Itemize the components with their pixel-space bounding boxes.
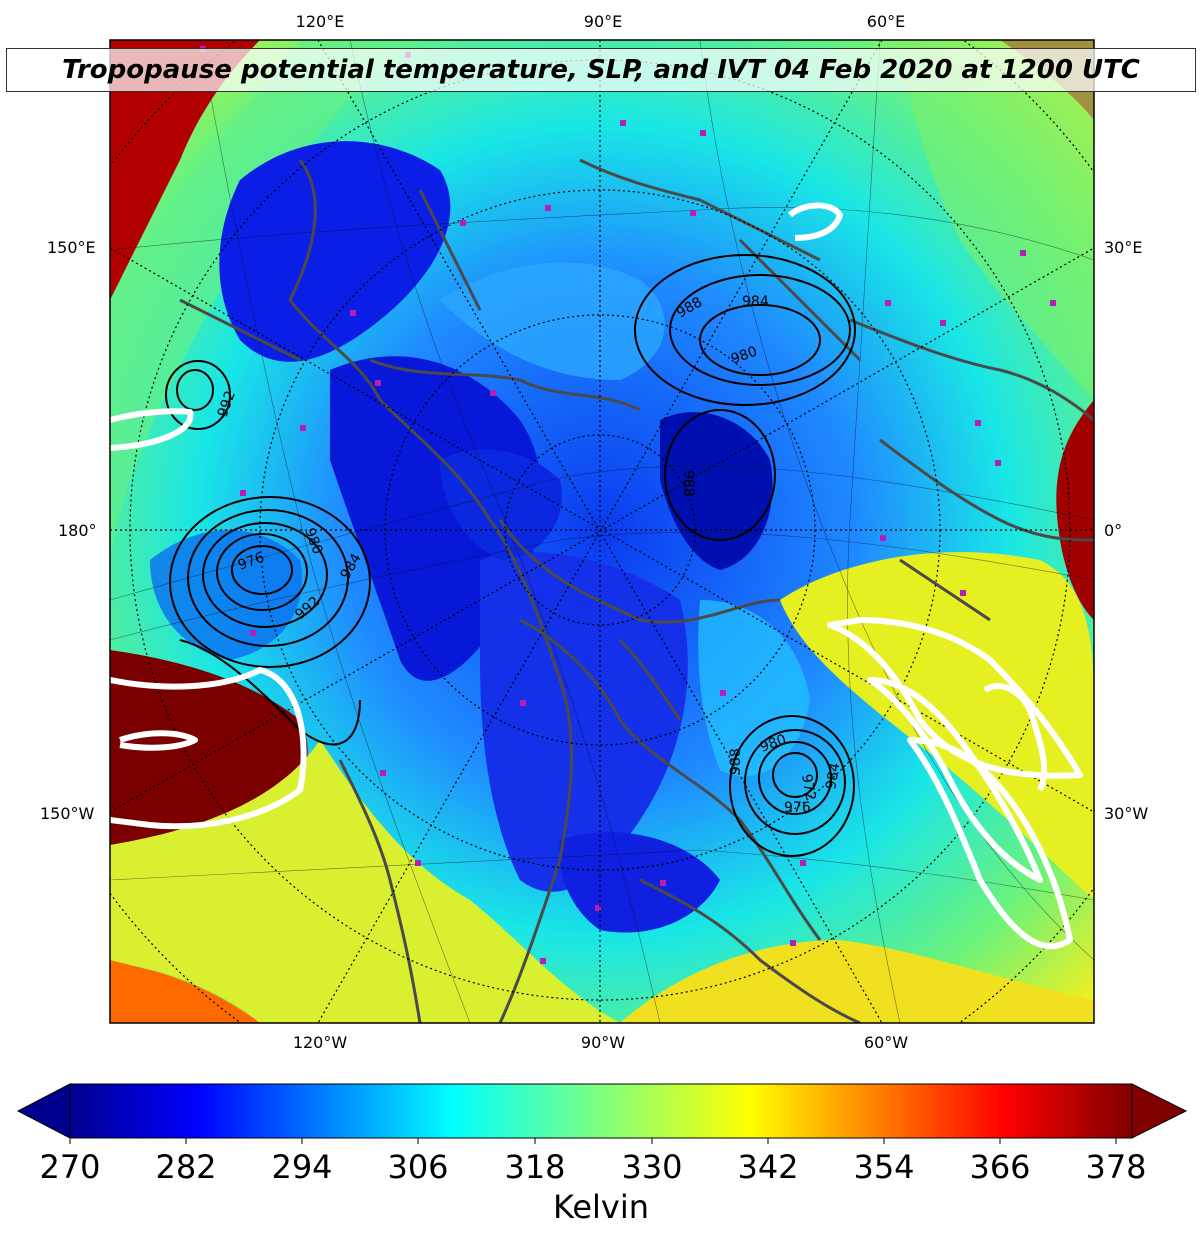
colorbar-tick-label: 306: [387, 1148, 449, 1186]
bottom-lon-label: 90°W: [580, 1033, 626, 1052]
slp-contours: [165, 254, 856, 857]
colorbar-tick-label: 294: [271, 1148, 333, 1186]
slp-label: 976: [784, 800, 811, 816]
map-frame: [109, 39, 1095, 1024]
right-lon-label: 0°: [1104, 521, 1123, 540]
colorbar-tick-label: 354: [853, 1148, 915, 1186]
colorbar-label: Kelvin: [552, 1188, 650, 1226]
colorbar-tick-label: 342: [737, 1148, 799, 1186]
colorbar-max-extend: [1131, 1083, 1188, 1139]
colorbar-tick-label: 318: [504, 1148, 566, 1186]
top-lon-label: 90°E: [583, 12, 623, 31]
slp-label: 984: [742, 294, 769, 310]
slp-label: 972: [798, 773, 818, 802]
right-lon-label: 30°W: [1104, 804, 1149, 823]
bottom-lon-label: 120°W: [292, 1033, 348, 1052]
bottom-lon-label: 60°W: [863, 1033, 909, 1052]
colorbar-tick-label: 282: [155, 1148, 217, 1186]
colorbar-tick-label: 366: [969, 1148, 1031, 1186]
slp-label: 988: [680, 470, 696, 497]
slp-label: 984: [823, 762, 843, 791]
top-lon-label: 60°E: [866, 12, 906, 31]
top-lon-label: 120°E: [295, 12, 345, 31]
left-lon-label: 150°E: [47, 238, 96, 257]
graticule: [110, 40, 1094, 1023]
potential-temperature-field: 988 984 980 992 988 976 980 984 980 976 …: [110, 40, 1094, 1023]
colorbar-tick-label: 330: [621, 1148, 683, 1186]
colorbar-min-extend: [16, 1083, 71, 1139]
left-lon-label: 180°: [58, 521, 97, 540]
colorbar: [16, 1083, 1188, 1144]
title-box: Tropopause potential temperature, SLP, a…: [6, 48, 1196, 92]
colorbar-tick-label: 378: [1085, 1148, 1147, 1186]
slp-label: 988: [728, 748, 744, 775]
colorbar-tick-label: 270: [39, 1148, 101, 1186]
figure-title: Tropopause potential temperature, SLP, a…: [62, 55, 1140, 85]
right-lon-label: 30°E: [1104, 238, 1143, 257]
left-lon-label: 150°W: [40, 804, 95, 823]
ivt-contours: [110, 202, 1083, 950]
